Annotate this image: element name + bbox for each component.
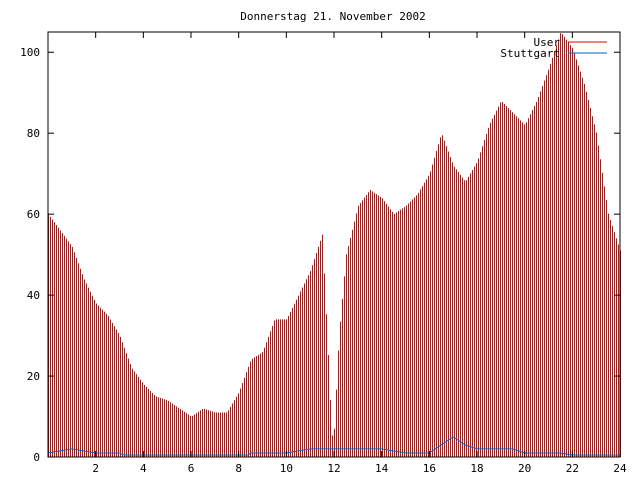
x-tick-label: 8 — [235, 462, 242, 475]
y-tick-label: 0 — [33, 451, 40, 464]
chart-title: Donnerstag 21. November 2002 — [240, 10, 425, 23]
y-tick-label: 20 — [27, 370, 40, 383]
legend-label-user: User — [534, 36, 561, 49]
x-tick-label: 20 — [518, 462, 531, 475]
x-tick-label: 2 — [92, 462, 99, 475]
x-tick-label: 14 — [375, 462, 389, 475]
y-tick-label: 40 — [27, 289, 40, 302]
y-tick-label: 60 — [27, 208, 40, 221]
y-tick-label: 100 — [20, 46, 40, 59]
x-tick-label: 12 — [327, 462, 340, 475]
x-tick-label: 10 — [280, 462, 293, 475]
x-tick-label: 6 — [188, 462, 195, 475]
x-tick-label: 16 — [423, 462, 436, 475]
x-tick-label: 24 — [613, 462, 627, 475]
y-tick-label: 80 — [27, 127, 40, 140]
stuttgart-line — [47, 436, 620, 456]
stuttgart-polyline — [47, 436, 620, 456]
legend: User Stuttgart — [500, 36, 607, 60]
legend-label-stuttgart: Stuttgart — [500, 47, 560, 60]
x-tick-label: 18 — [470, 462, 483, 475]
x-tick-label: 4 — [140, 462, 147, 475]
x-tick-label: 22 — [566, 462, 579, 475]
user-impulses — [48, 33, 621, 457]
